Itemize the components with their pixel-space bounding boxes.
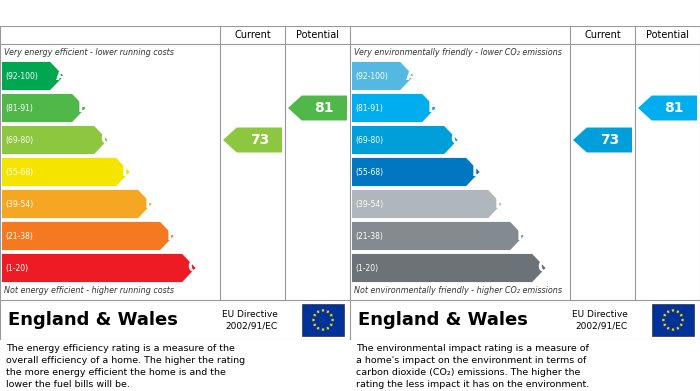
Text: D: D — [471, 165, 484, 179]
Polygon shape — [666, 310, 670, 314]
Text: (1-20): (1-20) — [5, 264, 28, 273]
Polygon shape — [331, 318, 335, 322]
Polygon shape — [352, 222, 524, 250]
Text: B: B — [428, 100, 440, 115]
Polygon shape — [326, 310, 330, 314]
Text: G: G — [188, 260, 200, 276]
Text: (81-91): (81-91) — [5, 104, 33, 113]
Polygon shape — [352, 126, 458, 154]
Text: (39-54): (39-54) — [5, 199, 34, 208]
Text: E: E — [494, 197, 505, 212]
Polygon shape — [288, 95, 347, 120]
Polygon shape — [313, 313, 316, 317]
Text: 81: 81 — [664, 101, 684, 115]
Polygon shape — [676, 310, 680, 314]
Text: Not environmentally friendly - higher CO₂ emissions: Not environmentally friendly - higher CO… — [354, 286, 562, 295]
Text: (39-54): (39-54) — [355, 199, 384, 208]
Text: B: B — [78, 100, 90, 115]
Text: (1-20): (1-20) — [355, 264, 378, 273]
Text: England & Wales: England & Wales — [8, 311, 178, 329]
Text: (92-100): (92-100) — [355, 72, 388, 81]
Text: Environmental Impact (CO₂) Rating: Environmental Impact (CO₂) Rating — [356, 7, 602, 20]
Text: Potential: Potential — [646, 30, 689, 40]
Polygon shape — [2, 254, 195, 282]
Polygon shape — [573, 127, 632, 152]
Polygon shape — [680, 323, 683, 326]
Text: (21-38): (21-38) — [355, 231, 383, 240]
Text: (21-38): (21-38) — [5, 231, 33, 240]
Text: (69-80): (69-80) — [5, 136, 33, 145]
Text: EU Directive
2002/91/EC: EU Directive 2002/91/EC — [572, 310, 628, 330]
Polygon shape — [638, 95, 697, 120]
Polygon shape — [321, 328, 325, 332]
Polygon shape — [663, 313, 666, 317]
Text: G: G — [538, 260, 550, 276]
Polygon shape — [352, 158, 480, 186]
Text: EU Directive
2002/91/EC: EU Directive 2002/91/EC — [222, 310, 278, 330]
Polygon shape — [671, 328, 675, 332]
Polygon shape — [2, 222, 174, 250]
Polygon shape — [352, 94, 435, 122]
Polygon shape — [321, 308, 325, 312]
Polygon shape — [680, 313, 683, 317]
Text: (92-100): (92-100) — [5, 72, 38, 81]
Polygon shape — [352, 190, 502, 218]
Text: (55-68): (55-68) — [355, 167, 383, 176]
Polygon shape — [312, 318, 315, 322]
Text: C: C — [100, 133, 111, 147]
Polygon shape — [316, 326, 320, 330]
Polygon shape — [223, 127, 282, 152]
Text: (55-68): (55-68) — [5, 167, 33, 176]
Text: The energy efficiency rating is a measure of the
overall efficiency of a home. T: The energy efficiency rating is a measur… — [6, 344, 245, 389]
Text: Potential: Potential — [296, 30, 339, 40]
Text: Current: Current — [234, 30, 271, 40]
Polygon shape — [2, 62, 64, 90]
Text: Energy Efficiency Rating: Energy Efficiency Rating — [6, 7, 178, 20]
Text: F: F — [167, 228, 177, 244]
Text: 81: 81 — [314, 101, 334, 115]
Text: 73: 73 — [250, 133, 269, 147]
Text: E: E — [144, 197, 155, 212]
Text: England & Wales: England & Wales — [358, 311, 528, 329]
Polygon shape — [663, 323, 666, 326]
Polygon shape — [313, 323, 316, 326]
Polygon shape — [352, 254, 545, 282]
Text: F: F — [517, 228, 527, 244]
Polygon shape — [330, 323, 333, 326]
Text: C: C — [450, 133, 461, 147]
Text: The environmental impact rating is a measure of
a home's impact on the environme: The environmental impact rating is a mea… — [356, 344, 589, 389]
Polygon shape — [2, 126, 108, 154]
Polygon shape — [330, 313, 333, 317]
Polygon shape — [681, 318, 685, 322]
Text: Not energy efficient - higher running costs: Not energy efficient - higher running co… — [4, 286, 174, 295]
Bar — [652, 304, 694, 336]
Bar — [302, 304, 344, 336]
Text: Very environmentally friendly - lower CO₂ emissions: Very environmentally friendly - lower CO… — [354, 48, 562, 57]
Polygon shape — [316, 310, 320, 314]
Polygon shape — [2, 190, 152, 218]
Polygon shape — [666, 326, 670, 330]
Text: A: A — [406, 68, 417, 84]
Text: (69-80): (69-80) — [355, 136, 383, 145]
Polygon shape — [671, 308, 675, 312]
Text: A: A — [56, 68, 67, 84]
Polygon shape — [676, 326, 680, 330]
Polygon shape — [662, 318, 665, 322]
Text: Very energy efficient - lower running costs: Very energy efficient - lower running co… — [4, 48, 174, 57]
Polygon shape — [352, 62, 414, 90]
Text: Current: Current — [584, 30, 621, 40]
Polygon shape — [326, 326, 330, 330]
Text: 73: 73 — [600, 133, 619, 147]
Text: D: D — [121, 165, 134, 179]
Text: (81-91): (81-91) — [355, 104, 383, 113]
Polygon shape — [2, 158, 130, 186]
Polygon shape — [2, 94, 85, 122]
